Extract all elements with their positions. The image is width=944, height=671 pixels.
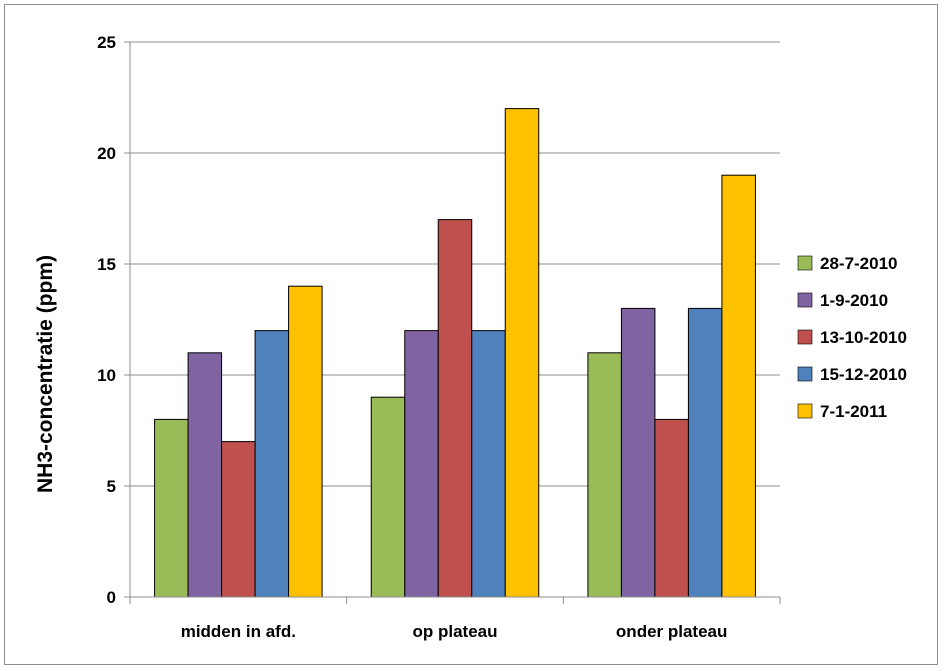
legend-label: 7-1-2011 [820,402,887,421]
bar [288,285,323,598]
axes: 0 5 10 15 20 25 midden in afd. op plateau onder … [97,33,781,641]
bar [587,352,622,598]
bar [254,330,290,598]
x-category-label: onder plateau [616,622,727,641]
bar [404,330,439,598]
y-tick-label: 5 [107,477,116,496]
bar [370,396,406,598]
legend-label: 13-10-2010 [820,328,907,347]
bar [654,418,689,598]
bars [154,108,756,598]
legend: 28-7-2010 1-9-2010 13-10-2010 15-12-2010 7-1… [797,254,907,421]
y-tick-label: 20 [97,144,116,163]
x-category-label: op plateau [412,622,497,641]
bar [504,108,540,598]
legend-label: 1-9-2010 [820,291,888,310]
y-axis-title: NH3-concentratie (ppm) [34,255,57,493]
bar [721,174,756,598]
legend-swatch [797,329,813,345]
legend-swatch [797,403,813,419]
bar [620,307,656,598]
legend-label: 15-12-2010 [820,365,907,384]
y-tick-label: 15 [97,255,116,274]
legend-swatch [797,292,813,308]
bar [437,219,473,598]
legend-swatch [797,366,813,382]
y-tick-label: 10 [97,366,116,385]
bar [187,352,223,598]
x-category-label: midden in afd. [181,622,296,641]
y-tick-label: 25 [97,33,116,52]
bar [221,441,256,598]
bar [471,330,506,598]
bar [154,418,189,598]
legend-swatch [797,255,813,271]
legend-label: 28-7-2010 [820,254,898,273]
bar [687,307,723,598]
y-tick-label: 0 [107,588,116,607]
